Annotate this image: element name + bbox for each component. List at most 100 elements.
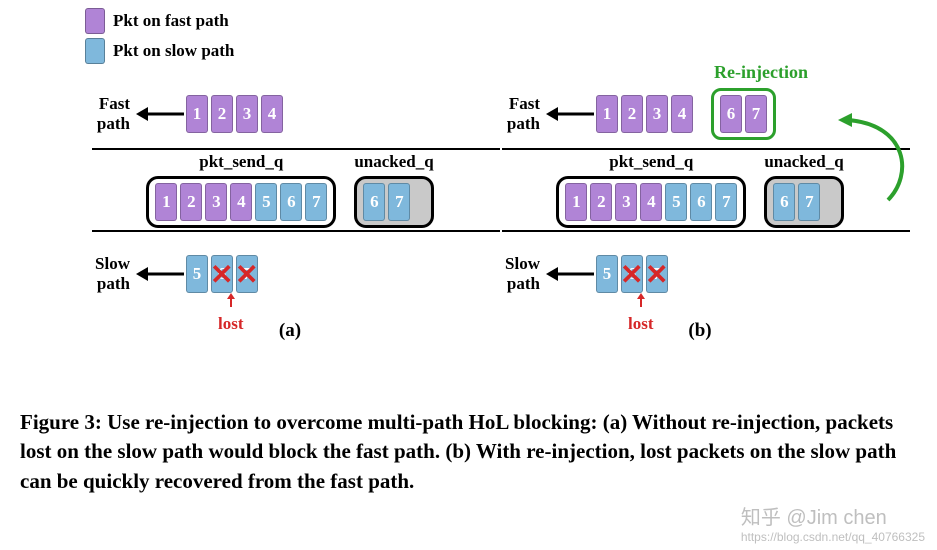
packet: 6✕ — [621, 255, 643, 293]
arrow-left-icon — [136, 262, 186, 286]
packet: 1 — [155, 183, 177, 221]
divider — [92, 230, 500, 232]
fast-path-label-text: Fast path — [97, 94, 130, 133]
packet: 6 — [280, 183, 302, 221]
packet: 4 — [640, 183, 662, 221]
slow-path-pkts-a: 56✕7✕ — [186, 255, 258, 293]
watermark-line2: https://blog.csdn.net/qq_40766325 — [741, 530, 925, 544]
packet: 3 — [646, 95, 668, 133]
unacked-q-wrap-b: unacked_q 67 — [764, 152, 843, 228]
lost-label: lost — [628, 314, 654, 334]
pkt-send-q-title: pkt_send_q — [556, 152, 746, 172]
slow-path-label-text: Slow path — [95, 254, 130, 293]
slow-path-pkts-wrap-b: 56✕7✕ lost — [596, 255, 668, 293]
packet: 4 — [671, 95, 693, 133]
fast-path-label: Fast path — [490, 94, 540, 133]
packet: 3 — [205, 183, 227, 221]
slow-path-pkts-b: 56✕7✕ — [596, 255, 668, 293]
unacked-q-title: unacked_q — [764, 152, 843, 172]
packet: 4 — [261, 95, 283, 133]
packet: 7 — [388, 183, 410, 221]
packet: 6 — [363, 183, 385, 221]
watermark-line1: 知乎 @Jim chen — [741, 501, 925, 530]
lost-cross-icon: ✕ — [210, 258, 233, 292]
arrow-left-icon — [136, 102, 186, 126]
legend-slow-swatch — [85, 38, 105, 64]
panel-b-label: (b) — [490, 320, 910, 342]
pkt-send-q-box-a: 1234567 — [146, 176, 336, 228]
queue-row-b: pkt_send_q 1234567 unacked_q 67 — [490, 152, 910, 228]
reinjection-label: Re-injection — [701, 62, 821, 83]
packet: 5 — [186, 255, 208, 293]
arrow-left-icon — [546, 102, 596, 126]
pkt-send-q-box-b: 1234567 — [556, 176, 746, 228]
packet: 7✕ — [236, 255, 258, 293]
packet: 5 — [255, 183, 277, 221]
legend: Pkt on fast path Pkt on slow path — [85, 8, 234, 68]
legend-slow-label: Pkt on slow path — [113, 41, 234, 61]
packet: 2 — [211, 95, 233, 133]
figure-number: Figure 3: — [20, 410, 102, 434]
packet: 7 — [305, 183, 327, 221]
legend-fast-label: Pkt on fast path — [113, 11, 229, 31]
packet: 2 — [180, 183, 202, 221]
lost-cross-icon: ✕ — [620, 258, 643, 292]
slow-path-row-a: Slow path 56✕7✕ lost — [80, 234, 500, 314]
fast-path-label-text: Fast path — [507, 94, 540, 133]
packet: 7 — [715, 183, 737, 221]
slow-path-label-text: Slow path — [505, 254, 540, 293]
lost-indicator-b: lost — [628, 293, 654, 334]
watermark: 知乎 @Jim chen https://blog.csdn.net/qq_40… — [741, 501, 925, 544]
panel-a-label: (a) — [80, 320, 500, 342]
figure-caption: Figure 3: Use re-injection to overcome m… — [20, 408, 917, 496]
figure-caption-text: Use re-injection to overcome multi-path … — [20, 410, 896, 493]
fast-path-row-a: Fast path 1234 — [80, 82, 500, 146]
fast-path-row-b: Fast path 1234 Re-injection 67 — [490, 82, 910, 146]
packet: 6 — [690, 183, 712, 221]
reinjection-wrap: Re-injection 67 — [711, 88, 776, 140]
pkt-send-q-wrap-b: pkt_send_q 1234567 — [556, 152, 746, 228]
lost-arrow-icon — [225, 293, 237, 309]
fast-path-pkts-b: 1234 — [596, 95, 693, 133]
reinjection-box: 67 — [711, 88, 776, 140]
packet: 4 — [230, 183, 252, 221]
packet: 7 — [798, 183, 820, 221]
packet: 5 — [596, 255, 618, 293]
lost-cross-icon: ✕ — [235, 258, 258, 292]
packet: 3 — [236, 95, 258, 133]
unacked-q-box-a: 67 — [354, 176, 433, 228]
fast-path-pkts-a: 1234 — [186, 95, 283, 133]
panel-b: Fast path 1234 Re-injection 67 pkt_send_… — [490, 82, 910, 342]
lost-cross-icon: ✕ — [645, 258, 668, 292]
packet: 2 — [590, 183, 612, 221]
packet: 1 — [186, 95, 208, 133]
unacked-q-wrap-a: unacked_q 67 — [354, 152, 433, 228]
unacked-q-title: unacked_q — [354, 152, 433, 172]
packet: 1 — [565, 183, 587, 221]
packet: 3 — [615, 183, 637, 221]
divider — [92, 148, 500, 150]
legend-slow: Pkt on slow path — [85, 38, 234, 64]
divider — [502, 230, 910, 232]
lost-indicator-a: lost — [218, 293, 244, 334]
panel-a: Fast path 1234 pkt_send_q 1234567 unacke… — [80, 82, 500, 342]
fast-path-label: Fast path — [80, 94, 130, 133]
packet: 2 — [621, 95, 643, 133]
slow-path-label: Slow path — [490, 254, 540, 293]
packet: 1 — [596, 95, 618, 133]
packet: 7 — [745, 95, 767, 133]
packet: 6✕ — [211, 255, 233, 293]
pkt-send-q-wrap-a: pkt_send_q 1234567 — [146, 152, 336, 228]
legend-fast: Pkt on fast path — [85, 8, 234, 34]
packet: 6 — [720, 95, 742, 133]
lost-arrow-icon — [635, 293, 647, 309]
legend-fast-swatch — [85, 8, 105, 34]
packet: 7✕ — [646, 255, 668, 293]
slow-path-label: Slow path — [80, 254, 130, 293]
packet: 5 — [665, 183, 687, 221]
queue-row-a: pkt_send_q 1234567 unacked_q 67 — [80, 152, 500, 228]
pkt-send-q-title: pkt_send_q — [146, 152, 336, 172]
packet: 6 — [773, 183, 795, 221]
lost-label: lost — [218, 314, 244, 334]
slow-path-row-b: Slow path 56✕7✕ lost — [490, 234, 910, 314]
